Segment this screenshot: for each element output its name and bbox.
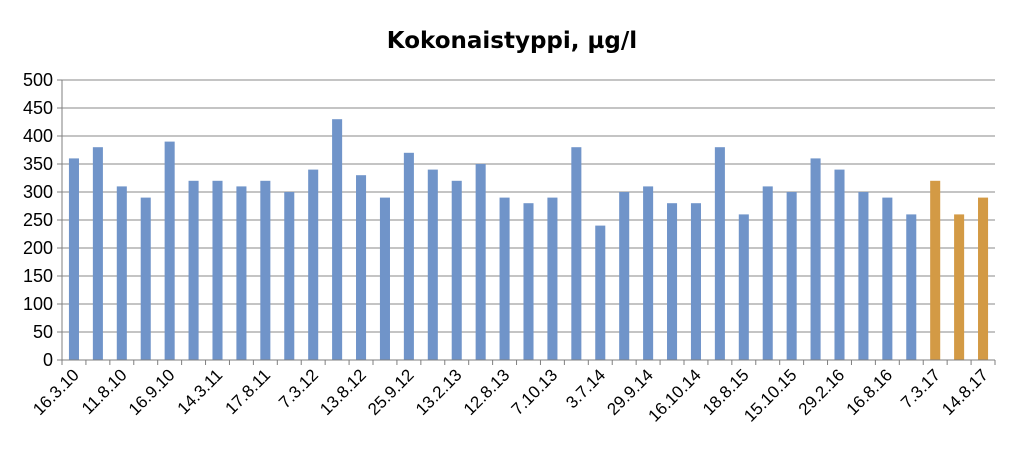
- bar: [547, 197, 558, 360]
- x-tick-label: 25.9.12: [364, 365, 418, 419]
- bar: [499, 197, 510, 360]
- bar: [308, 169, 319, 360]
- bar: [284, 192, 295, 360]
- x-tick-label: 7.3.12: [275, 365, 322, 412]
- y-tick-label: 200: [23, 238, 53, 258]
- bar: [475, 164, 486, 360]
- y-tick-label: 0: [43, 350, 53, 370]
- x-tick-label: 7.3.17: [897, 365, 944, 412]
- x-tick-label: 16.9.10: [125, 365, 179, 419]
- x-tick-label: 13.8.12: [316, 365, 370, 419]
- bar: [810, 158, 821, 360]
- bar: [140, 197, 151, 360]
- x-tick-label: 12.8.13: [460, 365, 514, 419]
- y-tick-label: 300: [23, 182, 53, 202]
- y-tick-label: 400: [23, 126, 53, 146]
- bar: [834, 169, 845, 360]
- x-tick-label: 15.10.15: [740, 365, 800, 425]
- x-tick-label: 11.8.10: [78, 365, 131, 418]
- x-tick-label: 29.2.16: [795, 365, 849, 419]
- bar: [403, 152, 414, 360]
- bar: [188, 180, 199, 360]
- bar: [906, 214, 917, 360]
- bar: [523, 203, 534, 360]
- bar: [738, 214, 749, 360]
- chart-title: Kokonaistyppi, µg/l: [387, 28, 637, 54]
- bar: [332, 119, 343, 360]
- bar: [930, 180, 941, 360]
- bars: [68, 119, 989, 360]
- bar: [68, 158, 79, 360]
- y-tick-label: 100: [23, 294, 53, 314]
- x-tick-label: 17.8.11: [222, 365, 275, 418]
- y-axis-ticks: 0 50 100 150 200 250 300 350 400 450 500: [23, 70, 62, 370]
- y-tick-label: 50: [33, 322, 53, 342]
- y-tick-label: 500: [23, 70, 53, 90]
- bar: [164, 141, 175, 360]
- bar: [212, 180, 223, 360]
- bar: [786, 192, 797, 360]
- bar: [356, 175, 367, 360]
- bar: [667, 203, 678, 360]
- bar: [714, 147, 725, 360]
- bar: [762, 186, 773, 360]
- bar: [451, 180, 462, 360]
- bar: [92, 147, 103, 360]
- y-tick-label: 350: [23, 154, 53, 174]
- y-tick-label: 450: [23, 98, 53, 118]
- bar: [427, 169, 438, 360]
- bar: [858, 192, 869, 360]
- bar: [116, 186, 127, 360]
- bar: [619, 192, 630, 360]
- bar: [595, 225, 606, 360]
- y-tick-label: 150: [23, 266, 53, 286]
- x-axis: [61, 80, 996, 365]
- x-tick-label: 16.3.10: [29, 365, 83, 419]
- x-tick-label: 13.2.13: [412, 365, 466, 419]
- bar: [260, 180, 271, 360]
- x-tick-label: 14.8.17: [938, 365, 992, 419]
- bar: [690, 203, 701, 360]
- x-tick-label: 14.3.11: [174, 365, 227, 418]
- bar: [954, 214, 965, 360]
- x-tick-label: 7.10.13: [508, 365, 562, 419]
- y-tick-label: 250: [23, 210, 53, 230]
- x-tick-label: 16.8.16: [843, 365, 897, 419]
- bar: [978, 197, 989, 360]
- bar: [643, 186, 654, 360]
- x-tick-label: 3.7.14: [562, 365, 609, 412]
- bar: [236, 186, 247, 360]
- bar: [379, 197, 390, 360]
- bar: [571, 147, 582, 360]
- bar: [882, 197, 893, 360]
- x-tick-label: 16.10.14: [645, 365, 705, 425]
